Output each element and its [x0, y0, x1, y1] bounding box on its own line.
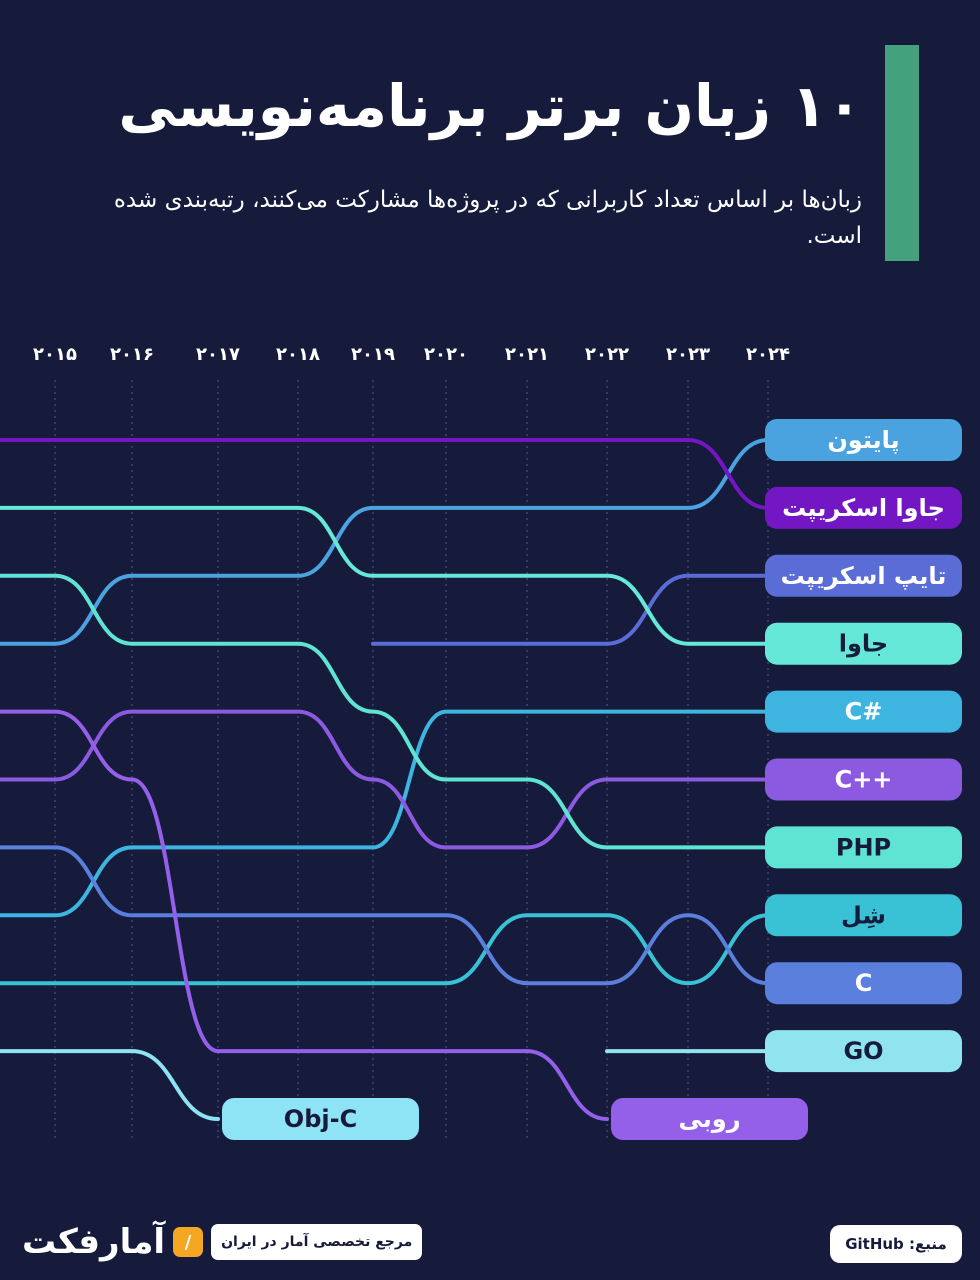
series-label-pill	[765, 419, 962, 461]
chart-title: ۱۰ زبان برتر برنامه‌نویسی	[118, 72, 862, 140]
series-label-pill	[765, 894, 962, 937]
series-label-text: C#	[845, 698, 883, 726]
brand-tagline: مرجع تخصصی آمار در ایران	[211, 1224, 423, 1260]
series-label-csharp: C#	[765, 690, 962, 733]
series-line-python	[0, 438, 770, 646]
series-label-go: GO	[765, 1030, 962, 1073]
series-label-pill	[765, 826, 962, 869]
series-label-pill	[765, 554, 962, 597]
series-label-pill	[765, 1030, 962, 1073]
series-label-python: پایتون	[765, 419, 962, 461]
series-line-javascript	[0, 438, 770, 510]
series-label-shell: شِل	[765, 894, 962, 937]
series-label-objc: Obj-C	[222, 1098, 419, 1140]
series-label-text: جاوا اسکریپت	[782, 494, 945, 522]
brand: آمارفکت / مرجع تخصصی آمار در ایران	[22, 1220, 423, 1264]
series-label-pill	[765, 758, 962, 801]
series-label-text: پایتون	[827, 426, 899, 454]
series-line-ruby	[0, 709, 609, 1121]
year-label: ۲۰۱۹	[351, 344, 395, 365]
brand-logo: آمارفکت	[22, 1222, 166, 1262]
series-label-text: شِل	[841, 901, 886, 929]
series-line-c	[0, 845, 770, 986]
year-label: ۲۰۲۳	[666, 344, 710, 365]
year-label: ۲۰۱۵	[33, 344, 77, 365]
series-label-pill	[611, 1098, 808, 1140]
series-label-text: روبی	[678, 1105, 740, 1133]
series-label-text: Obj-C	[284, 1105, 357, 1133]
gridlines	[54, 380, 769, 1140]
series-label-text: C++	[835, 766, 893, 794]
year-label: ۲۰۲۲	[585, 344, 629, 365]
series-label-text: C	[855, 969, 873, 997]
series-line-csharp	[0, 709, 770, 918]
year-label: ۲۰۲۰	[424, 344, 468, 365]
series-lines	[0, 438, 770, 1121]
series-label-pill	[765, 622, 962, 665]
series-label-pill	[765, 962, 962, 1005]
year-label: ۲۰۲۴	[746, 344, 790, 365]
chart-subtitle: زبان‌ها بر اساس تعداد کاربرانی که در پرو…	[113, 187, 862, 249]
series-label-text: تایپ اسکریپت	[781, 562, 947, 590]
series-label-pill	[765, 690, 962, 733]
year-label: ۲۰۱۶	[110, 344, 154, 365]
series-label-java: جاوا	[765, 622, 962, 665]
brand-mark-icon: /	[173, 1227, 204, 1257]
year-label: ۲۰۲۱	[505, 344, 549, 365]
series-label-text: PHP	[836, 833, 891, 861]
source-badge: منبع: GitHub	[830, 1225, 962, 1263]
series-line-objc	[0, 1049, 220, 1121]
series-label-php: PHP	[765, 826, 962, 869]
series-label-text: GO	[843, 1037, 883, 1065]
series-line-shell	[0, 913, 770, 986]
series-label-typescript: تایپ اسکریپت	[765, 554, 962, 597]
series-line-php	[0, 573, 770, 850]
series-label-pill	[222, 1098, 419, 1140]
series-line-cpp	[0, 709, 770, 850]
series-label-c: C	[765, 962, 962, 1005]
series-line-java	[0, 505, 770, 646]
series-label-cpp: C++	[765, 758, 962, 801]
series-label-pill	[765, 486, 962, 529]
year-label: ۲۰۱۸	[276, 344, 320, 365]
year-label: ۲۰۱۷	[196, 344, 240, 365]
series-label-javascript: جاوا اسکریپت	[765, 486, 962, 529]
accent-bar	[885, 45, 919, 261]
series-labels: پایتون جاوا اسکریپت تایپ اسکریپت جاوا C# C++ P…	[222, 419, 962, 1140]
series-line-typescript	[371, 573, 770, 646]
series-label-ruby: روبی	[611, 1098, 808, 1140]
year-labels: ۲۰۱۵ ۲۰۱۶ ۲۰۱۷ ۲۰۱۸ ۲۰۱۹ ۲۰۲۰ ۲۰۲۱ ۲۰۲۲ ۲۰۲۳ ۲۰۲۴	[33, 344, 790, 365]
series-label-text: جاوا	[839, 630, 888, 658]
